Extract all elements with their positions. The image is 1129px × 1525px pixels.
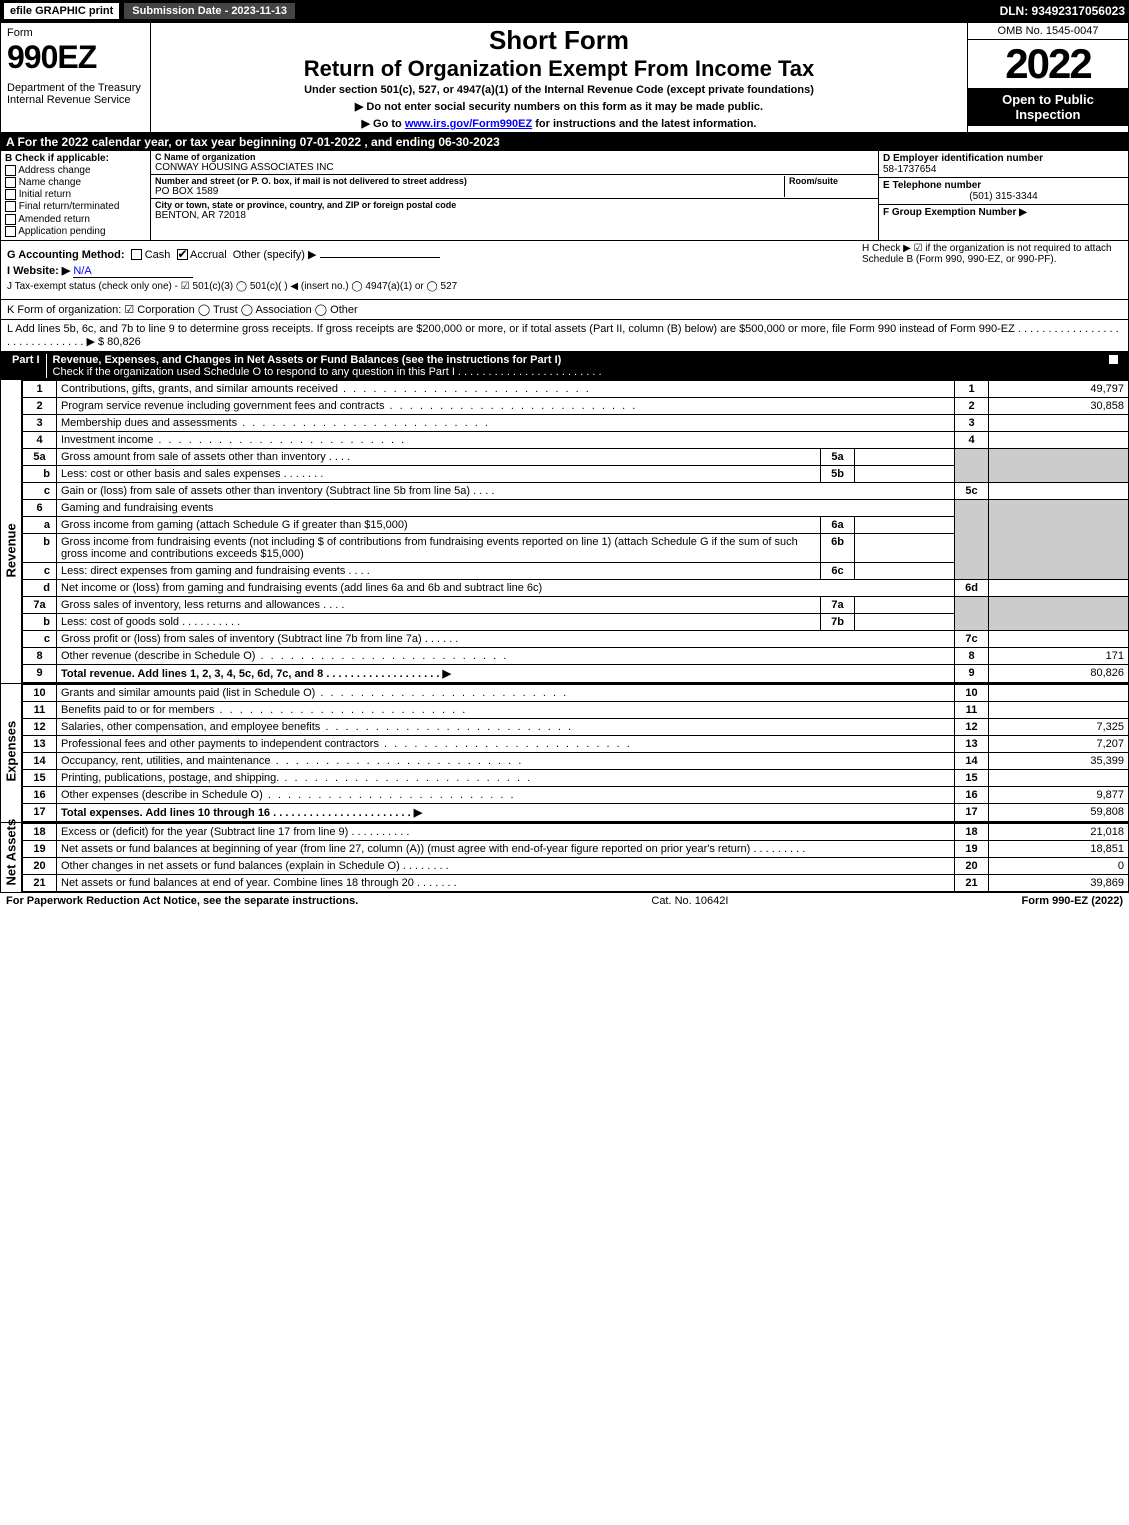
line-21: 21Net assets or fund balances at end of … — [23, 874, 1129, 891]
irs-label: Internal Revenue Service — [7, 94, 144, 106]
footer-right: Form 990-EZ (2022) — [1022, 895, 1123, 907]
org-name: CONWAY HOUSING ASSOCIATES INC — [155, 162, 874, 173]
part-1-header: Part I Revenue, Expenses, and Changes in… — [0, 352, 1129, 380]
main-title: Return of Organization Exempt From Incom… — [157, 56, 961, 82]
dln: DLN: 93492317056023 — [1000, 4, 1125, 18]
j-tax-exempt: J Tax-exempt status (check only one) - ☑… — [7, 281, 1122, 292]
part-1-sub: Check if the organization used Schedule … — [53, 366, 602, 378]
chk-final-return[interactable]: Final return/terminated — [5, 201, 146, 212]
org-street: PO BOX 1589 — [155, 186, 784, 197]
expenses-table: 10Grants and similar amounts paid (list … — [22, 684, 1129, 822]
public-inspection-badge: Open to Public Inspection — [968, 88, 1128, 126]
omb-number: OMB No. 1545-0047 — [968, 23, 1128, 40]
form-label: Form — [7, 27, 144, 39]
line-5c: cGain or (loss) from sale of assets othe… — [23, 482, 1129, 499]
bullet-2: ▶ Go to www.irs.gov/Form990EZ for instru… — [157, 117, 961, 130]
tax-year: 2022 — [968, 40, 1128, 88]
line-3: 3Membership dues and assessments3 — [23, 414, 1129, 431]
line-11: 11Benefits paid to or for members11 — [23, 701, 1129, 718]
line-6: 6Gaming and fundraising events — [23, 499, 1129, 516]
ein: 58-1737654 — [883, 164, 936, 175]
page-footer: For Paperwork Reduction Act Notice, see … — [0, 893, 1129, 909]
footer-left: For Paperwork Reduction Act Notice, see … — [6, 895, 358, 907]
g-label: G Accounting Method: — [7, 249, 125, 261]
subtitle: Under section 501(c), 527, or 4947(a)(1)… — [157, 84, 961, 96]
chk-address-change[interactable]: Address change — [5, 165, 146, 176]
bullet-1: ▶ Do not enter social security numbers o… — [157, 100, 961, 113]
line-1: 1Contributions, gifts, grants, and simil… — [23, 380, 1129, 397]
efile-label[interactable]: efile GRAPHIC print — [4, 3, 119, 19]
f-label: F Group Exemption Number ▶ — [883, 207, 1027, 218]
line-9: 9Total revenue. Add lines 1, 2, 3, 4, 5c… — [23, 664, 1129, 682]
line-17: 17Total expenses. Add lines 10 through 1… — [23, 803, 1129, 821]
i-label: I Website: ▶ — [7, 265, 70, 277]
line-2: 2Program service revenue including gover… — [23, 397, 1129, 414]
e-label: E Telephone number — [883, 180, 981, 191]
chk-initial-return[interactable]: Initial return — [5, 189, 146, 200]
line-5a: 5aGross amount from sale of assets other… — [23, 448, 1129, 465]
c-city-hdr: City or town, state or province, country… — [155, 200, 874, 210]
revenue-label: Revenue — [0, 380, 22, 683]
line-18: 18Excess or (deficit) for the year (Subt… — [23, 823, 1129, 840]
submission-date: Submission Date - 2023-11-13 — [123, 2, 296, 20]
part-1-check[interactable] — [1103, 354, 1123, 378]
line-14: 14Occupancy, rent, utilities, and mainte… — [23, 752, 1129, 769]
line-4: 4Investment income4 — [23, 431, 1129, 448]
line-7c: cGross profit or (loss) from sales of in… — [23, 630, 1129, 647]
chk-amended-return[interactable]: Amended return — [5, 214, 146, 225]
chk-accrual[interactable] — [177, 249, 188, 260]
line-10: 10Grants and similar amounts paid (list … — [23, 684, 1129, 701]
line-16: 16Other expenses (describe in Schedule O… — [23, 786, 1129, 803]
netassets-label: Net Assets — [0, 823, 22, 892]
chk-cash[interactable] — [131, 249, 142, 260]
irs-link[interactable]: www.irs.gov/Form990EZ — [405, 118, 532, 130]
chk-name-change[interactable]: Name change — [5, 177, 146, 188]
b-label: B Check if applicable: — [5, 153, 109, 164]
g-other: Other (specify) ▶ — [233, 249, 317, 261]
chk-application-pending[interactable]: Application pending — [5, 226, 146, 237]
row-l: L Add lines 5b, 6c, and 7b to line 9 to … — [0, 320, 1129, 352]
netassets-table: 18Excess or (deficit) for the year (Subt… — [22, 823, 1129, 892]
line-13: 13Professional fees and other payments t… — [23, 735, 1129, 752]
part-1-tag: Part I — [6, 354, 47, 378]
section-g-h-i-j: H Check ▶ ☑ if the organization is not r… — [0, 241, 1129, 300]
row-a-calendar-year: A For the 2022 calendar year, or tax yea… — [0, 133, 1129, 151]
d-label: D Employer identification number — [883, 153, 1043, 164]
line-6d: dNet income or (loss) from gaming and fu… — [23, 579, 1129, 596]
form-header: Form 990EZ Department of the Treasury In… — [0, 22, 1129, 133]
form-number: 990EZ — [7, 39, 144, 76]
part-1-title: Revenue, Expenses, and Changes in Net As… — [53, 354, 562, 366]
line-8: 8Other revenue (describe in Schedule O)8… — [23, 647, 1129, 664]
telephone: (501) 315-3344 — [883, 191, 1124, 202]
website-value: N/A — [73, 265, 193, 278]
dept-label: Department of the Treasury — [7, 82, 144, 94]
bullet-2-post: for instructions and the latest informat… — [532, 118, 756, 130]
h-box: H Check ▶ ☑ if the organization is not r… — [862, 243, 1122, 265]
org-city: BENTON, AR 72018 — [155, 210, 874, 221]
row-k: K Form of organization: ☑ Corporation ◯ … — [0, 300, 1129, 320]
line-20: 20Other changes in net assets or fund ba… — [23, 857, 1129, 874]
section-b-c-d-e-f: B Check if applicable: Address change Na… — [0, 151, 1129, 241]
expenses-label: Expenses — [0, 684, 22, 822]
c-street-hdr: Number and street (or P. O. box, if mail… — [155, 176, 784, 186]
line-7a: 7aGross sales of inventory, less returns… — [23, 596, 1129, 613]
line-19: 19Net assets or fund balances at beginni… — [23, 840, 1129, 857]
top-bar: efile GRAPHIC print Submission Date - 20… — [0, 0, 1129, 22]
line-12: 12Salaries, other compensation, and empl… — [23, 718, 1129, 735]
bullet-2-pre: ▶ Go to — [362, 118, 405, 130]
line-15: 15Printing, publications, postage, and s… — [23, 769, 1129, 786]
c-room-hdr: Room/suite — [789, 176, 874, 186]
c-name-hdr: C Name of organization — [155, 152, 874, 162]
footer-catno: Cat. No. 10642I — [651, 895, 728, 907]
short-form-title: Short Form — [157, 25, 961, 56]
revenue-table: 1Contributions, gifts, grants, and simil… — [22, 380, 1129, 683]
